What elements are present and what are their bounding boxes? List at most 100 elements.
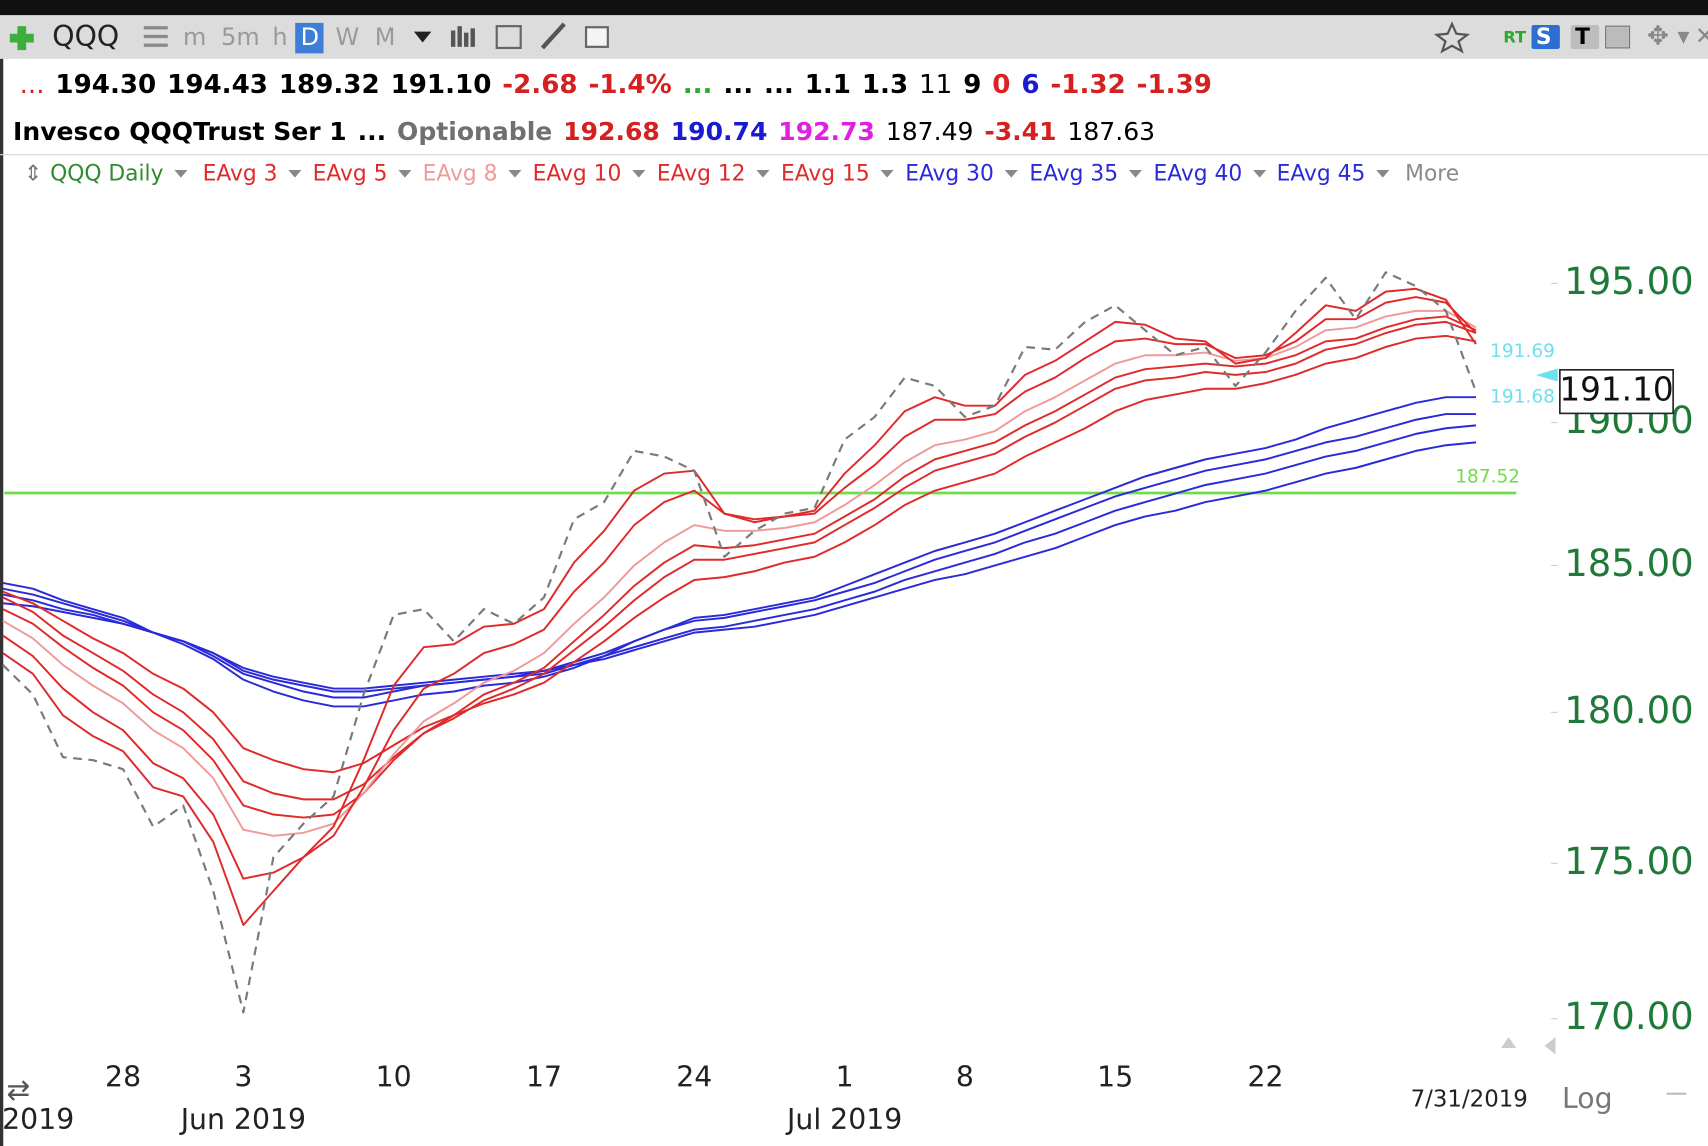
badge[interactable]: T	[1575, 25, 1590, 50]
quote-value: 0	[992, 69, 1010, 99]
legend-dropdown[interactable]	[632, 169, 646, 178]
legend-entry[interactable]: EAvg 35	[1029, 161, 1118, 186]
x-tick-label: 24	[676, 1060, 712, 1093]
scroll-left[interactable]	[1544, 1037, 1556, 1055]
y-tick-label: 185.00	[1564, 542, 1694, 585]
active-interval-bg	[295, 22, 324, 54]
legend-dropdown[interactable]	[508, 169, 522, 178]
legend-entry[interactable]: EAvg 40	[1154, 161, 1243, 186]
refresh-icon[interactable]: ⇄	[7, 1074, 31, 1107]
price-tag: 191.69	[1490, 341, 1555, 362]
legend-entry[interactable]: EAvg 45	[1277, 161, 1366, 186]
ema-line	[2, 287, 1477, 926]
ema-line	[2, 413, 1476, 699]
ema-line	[2, 315, 1477, 819]
quote-value: Invesco QQQTrust Ser 1	[13, 117, 347, 146]
quote-row-1: ... 194.30 194.43 189.32 191.10 -2.68 -1.4%...…	[20, 69, 1212, 99]
move-icon[interactable]: ✥	[1647, 22, 1669, 52]
badge[interactable]: S	[1536, 25, 1552, 50]
legend-more[interactable]: More	[1405, 161, 1459, 186]
interval-button[interactable]: 5m	[221, 23, 260, 51]
favorite-icon[interactable]	[1433, 21, 1471, 54]
interval-button[interactable]: h	[272, 23, 287, 51]
legend-entry[interactable]: EAvg 3	[203, 161, 278, 186]
x-tick-label: 3	[234, 1060, 252, 1093]
legend-dropdown[interactable]	[174, 169, 188, 178]
study-arrows[interactable]: ⇕	[24, 161, 42, 186]
quote-value: ...	[683, 69, 713, 99]
quote-value: ...	[20, 69, 45, 99]
last-date: 7/31/2019	[1411, 1087, 1528, 1113]
quote-value: ...	[764, 69, 794, 99]
quote-value: ...	[723, 69, 753, 99]
legend-entry[interactable]: EAvg 12	[657, 161, 746, 186]
price-line	[2, 271, 1478, 1014]
legend-dropdown[interactable]	[398, 169, 412, 178]
y-tick-label: 195.00	[1564, 260, 1694, 303]
x-tick-label: 28	[105, 1060, 141, 1093]
month-label: Jul 2019	[785, 1103, 902, 1136]
legend-entry[interactable]: EAvg 8	[423, 161, 498, 186]
chart-style-icon[interactable]	[450, 26, 475, 47]
legend-dropdown[interactable]	[756, 169, 770, 178]
draw-icon[interactable]	[540, 22, 566, 50]
scroll-up[interactable]	[1501, 1037, 1517, 1048]
interval-button[interactable]: D	[301, 23, 319, 51]
interval-button[interactable]: m	[183, 23, 206, 51]
last-price-box	[1559, 369, 1674, 415]
quote-value: 191.10	[391, 69, 492, 99]
list-icon[interactable]	[143, 26, 168, 47]
note-icon[interactable]	[584, 26, 609, 48]
scale-toggle[interactable]: Log	[1562, 1082, 1613, 1115]
legend-dropdown[interactable]	[1128, 169, 1143, 178]
legend-dropdown[interactable]	[1004, 169, 1018, 178]
grid-icon[interactable]	[495, 25, 522, 50]
badge-bg	[1531, 25, 1560, 50]
quote-value: 9	[963, 69, 981, 99]
menu-icon[interactable]: ▾	[1678, 22, 1690, 50]
quote-value: -1.39	[1137, 69, 1212, 99]
badge-bg	[1570, 25, 1600, 50]
quote-value: 1.3	[862, 69, 908, 99]
horizontal-line-label: 187.52	[1455, 467, 1520, 488]
quote-value: 192.73	[778, 117, 875, 146]
legend-entry[interactable]: EAvg 10	[533, 161, 622, 186]
y-tick-label: 170.00	[1564, 995, 1694, 1038]
quote-value: 192.68	[563, 117, 660, 146]
quote-value: -3.41	[984, 117, 1056, 146]
interval-button[interactable]: M	[375, 23, 396, 51]
quote-value: Optionable	[397, 117, 552, 146]
quote-value: 190.74	[671, 117, 768, 146]
symbol[interactable]: QQQ	[52, 20, 119, 53]
legend-entry[interactable]: EAvg 30	[905, 161, 994, 186]
legend-dropdown[interactable]	[880, 169, 894, 178]
price-pointer	[1535, 368, 1558, 382]
legend-dropdown[interactable]	[288, 169, 302, 178]
left-border	[0, 58, 4, 1146]
quote-value: 1.1	[805, 69, 851, 99]
y-tick-label: 175.00	[1564, 840, 1694, 883]
add-button[interactable]	[9, 26, 34, 51]
quote-value: -1.4%	[588, 69, 671, 99]
interval-dropdown[interactable]	[413, 31, 432, 43]
ema-line	[2, 441, 1477, 690]
legend-dropdown[interactable]	[1376, 169, 1390, 178]
save-icon[interactable]	[1605, 25, 1631, 49]
quote-value: ...	[358, 117, 387, 146]
legend-dropdown[interactable]	[1253, 169, 1267, 178]
interval-button[interactable]: W	[336, 23, 360, 51]
legend-entry[interactable]: EAvg 5	[313, 161, 388, 186]
badge[interactable]: RT	[1503, 28, 1527, 47]
legend-entry[interactable]: EAvg 15	[781, 161, 870, 186]
legend-entry[interactable]: QQQ Daily	[50, 161, 164, 186]
ema-line	[2, 334, 1477, 774]
title-bar	[0, 0, 1708, 16]
quote-value: 194.43	[167, 69, 268, 99]
close-icon[interactable]: ✕	[1695, 22, 1708, 50]
quote-value: 11	[919, 69, 952, 99]
quote-value: 187.49	[886, 117, 974, 146]
